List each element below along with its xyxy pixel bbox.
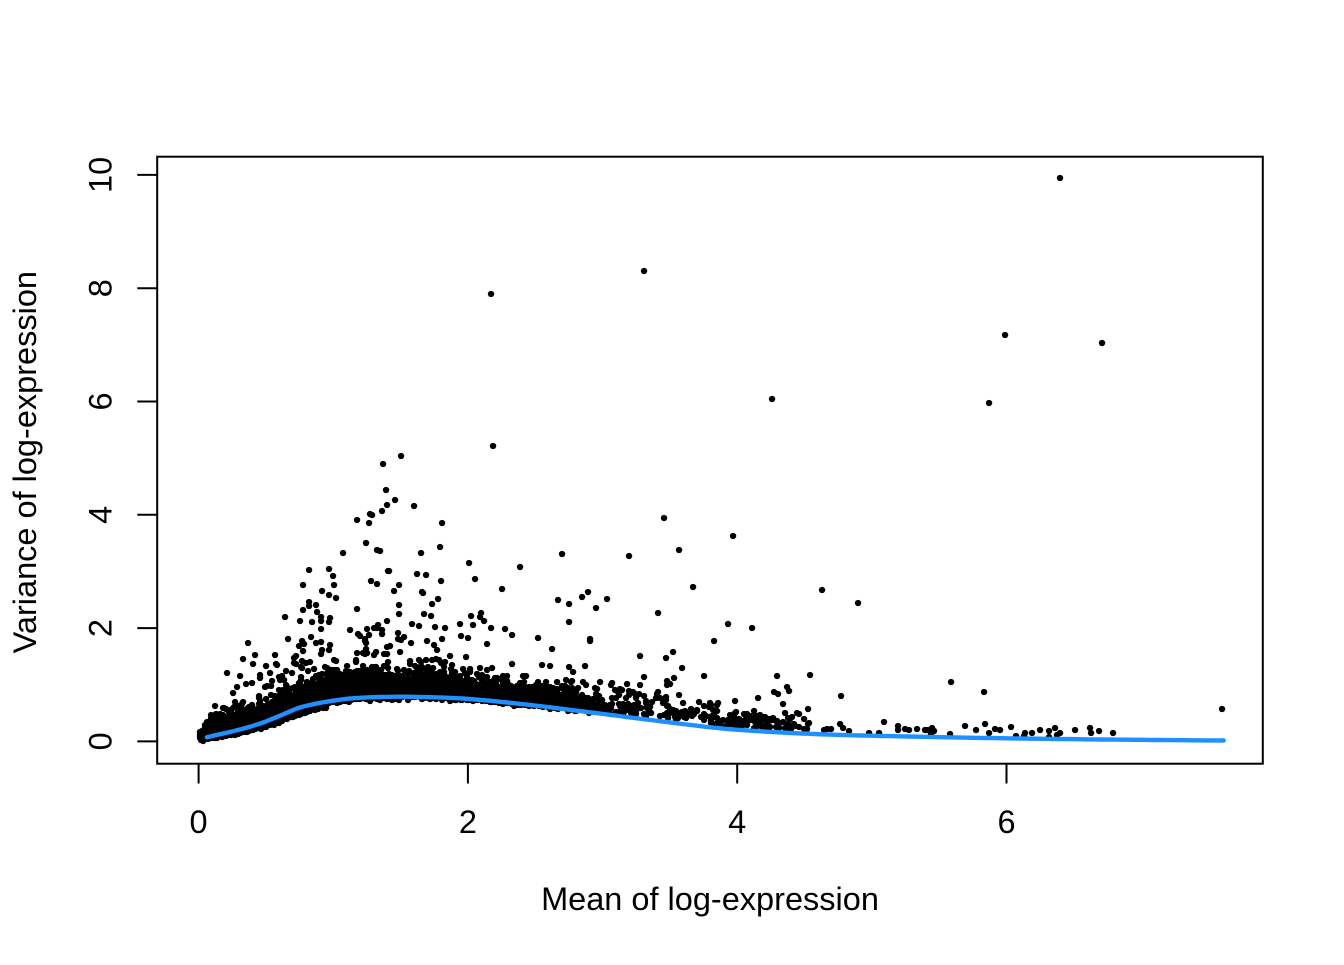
svg-text:4: 4 — [83, 506, 119, 524]
svg-text:Mean of log-expression: Mean of log-expression — [541, 881, 879, 917]
svg-text:0: 0 — [190, 804, 208, 840]
svg-text:2: 2 — [459, 804, 477, 840]
svg-text:4: 4 — [728, 804, 746, 840]
svg-text:Variance of log-expression: Variance of log-expression — [7, 271, 43, 653]
svg-text:6: 6 — [83, 392, 119, 410]
svg-text:0: 0 — [83, 732, 119, 750]
svg-text:6: 6 — [997, 804, 1015, 840]
svg-text:10: 10 — [83, 157, 119, 193]
svg-text:8: 8 — [83, 279, 119, 297]
svg-text:2: 2 — [83, 619, 119, 637]
